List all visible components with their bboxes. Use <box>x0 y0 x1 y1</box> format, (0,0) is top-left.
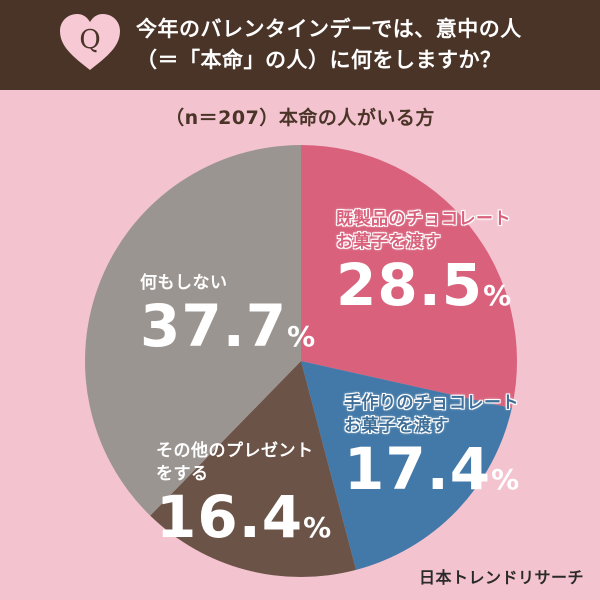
slice-name-line2: お菓子を渡す <box>344 416 449 436</box>
question-line-2: （＝「本命」の人）に何をしますか？ <box>136 48 502 72</box>
badge-letter: Q <box>79 25 100 55</box>
slice-name-line1: 何もしない <box>140 273 228 293</box>
slice-name-line1: その他のプレゼント <box>156 441 314 461</box>
question-line-1: 今年のバレンタインデーでは、意中の人 <box>136 17 522 41</box>
pie-slice-2 <box>301 361 512 570</box>
pie-slice-3 <box>150 361 357 577</box>
slice-label-other-gift: その他のプレゼント をする 16.4% <box>156 440 332 559</box>
slice-percent: 28.5% <box>336 251 513 319</box>
brand-logo: 日本トレンドリサーチ <box>418 568 584 587</box>
slice-label-nothing: 何もしない 37.7% <box>140 272 316 368</box>
pie-slice-4 <box>85 145 302 516</box>
pie-slice-1 <box>301 145 517 409</box>
slice-name-line1: 手作りのチョコレート <box>344 393 519 413</box>
sample-subtitle: （n＝207）本命の人がいる方 <box>165 107 435 129</box>
question-title: 今年のバレンタインデーでは、意中の人 （＝「本命」の人）に何をしますか？ <box>136 14 586 76</box>
slice-label-storebought: 既製品のチョコレート お菓子を渡す 28.5% <box>336 208 512 327</box>
slice-name-line2: お菓子を渡す <box>336 232 441 252</box>
slice-name-line1: 既製品のチョコレート <box>336 209 511 229</box>
slice-percent: 16.4% <box>156 483 333 551</box>
question-header: Q 今年のバレンタインデーでは、意中の人 （＝「本命」の人）に何をしますか？ <box>0 0 600 90</box>
heart-q-icon: Q <box>60 14 120 70</box>
slice-percent: 37.7% <box>140 292 317 360</box>
slice-label-homemade: 手作りのチョコレート お菓子を渡す 17.4% <box>344 392 520 511</box>
slice-percent: 17.4% <box>344 435 521 503</box>
slice-name-line2: をする <box>156 464 209 484</box>
